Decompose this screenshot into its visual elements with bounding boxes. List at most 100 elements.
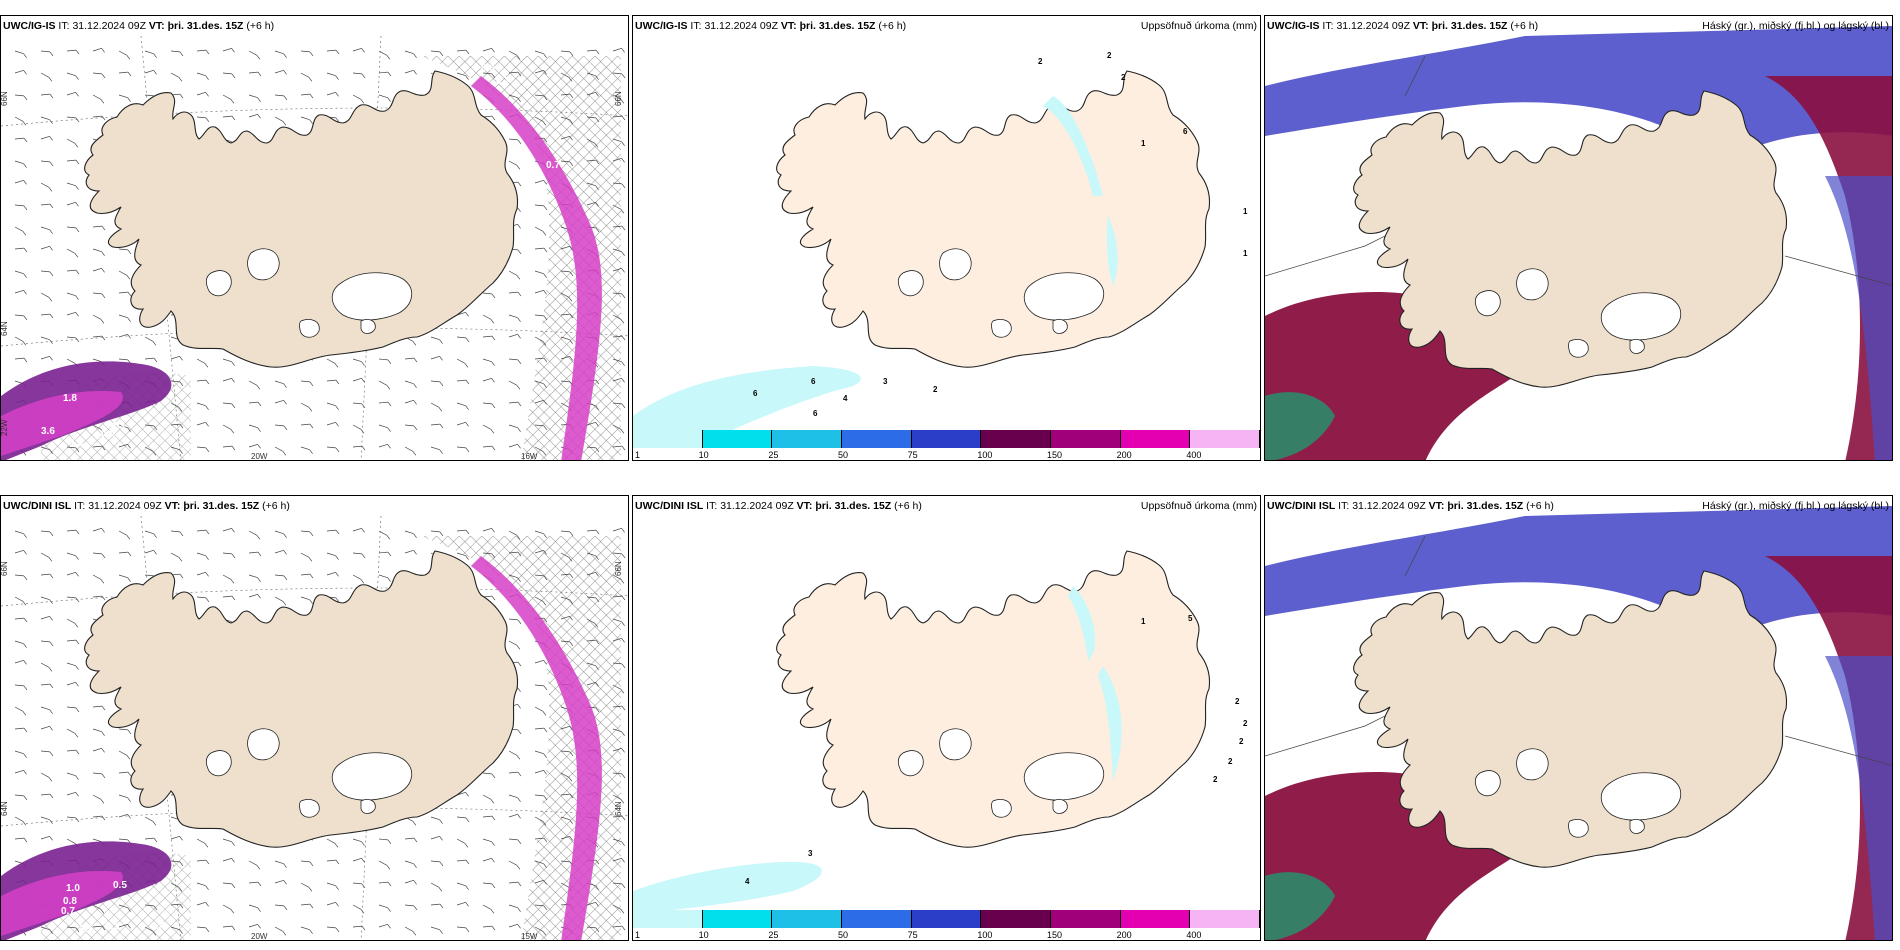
legend-swatch — [772, 430, 842, 448]
glacier — [1568, 339, 1589, 358]
legend-swatch — [842, 430, 912, 448]
precip-area — [633, 366, 861, 434]
glacier — [205, 270, 232, 297]
axis-label: 20W — [251, 452, 268, 461]
legend-tick-label: 1 — [635, 450, 641, 460]
precip-value-label: 2 — [933, 385, 938, 394]
legend-swatch — [1190, 910, 1260, 928]
glacier — [1052, 319, 1068, 334]
legend-tick-label: 10 — [698, 450, 709, 460]
axis-label: 64N — [1, 321, 9, 336]
legend-tick-label: 25 — [768, 930, 779, 940]
panel-precip-top: 2 2 2 6 1 1 1 6 6 4 3 6 2 UWC/IG-IS IT: 31.12.2024 0… — [632, 15, 1261, 461]
precip-value-label: 4 — [745, 877, 750, 886]
legend-swatch — [842, 910, 912, 928]
axis-label: 66N — [1, 561, 9, 576]
glacier — [1516, 748, 1549, 781]
legend-swatch — [911, 430, 982, 448]
legend-swatch — [981, 910, 1051, 928]
precip-value-label: 2 — [1239, 737, 1244, 746]
precip-value-label: 0.5 — [113, 880, 127, 891]
map-precip-top: 2 2 2 6 1 1 1 6 6 4 3 6 2 — [633, 51, 1248, 434]
map-wind-bottom: 1.0 0.80.7 0.5 3.5 2.1 1.4 66N 64N 20W 15W 64N 66N — [1, 515, 628, 941]
precip-legend: 1 10 25 50 75 100 150 200 400 — [633, 430, 1260, 460]
glacier — [991, 319, 1012, 338]
precip-value-label: 1.0 — [66, 883, 80, 894]
precip-value-label: 0.7 — [546, 160, 560, 171]
precip-legend: 1 10 25 50 75 100 150 200 400 — [633, 910, 1260, 940]
panel-wind-bottom: 1.0 0.8 0.7 0.5 3.5 2.1 1.4 66N 64N 20W 15W 64N 66N … — [0, 495, 629, 941]
precip-value-label: 5 — [1188, 614, 1193, 623]
legend-swatch — [911, 910, 982, 928]
glacier — [1568, 819, 1589, 838]
precip-value-label: 3 — [883, 377, 888, 386]
precip-value-label: 2 — [1228, 757, 1233, 766]
precip-band-east — [471, 556, 602, 940]
map-cloud-bottom — [1265, 496, 1892, 940]
glacier — [1629, 819, 1645, 834]
glacier — [1474, 290, 1501, 317]
axis-label: 66N — [614, 91, 623, 106]
precip-value-label: 6 — [753, 389, 758, 398]
legend-tick-label: 75 — [907, 930, 918, 940]
panel-header: UWC/IG-IS IT: 31.12.2024 09Z VT: þri. 31… — [1267, 20, 1539, 32]
legend-tick-label: 150 — [1047, 450, 1063, 460]
precip-value-label: 6 — [813, 409, 818, 418]
panel-cloud-bottom: UWC/DINI ISL IT: 31.12.2024 09Z VT: þri.… — [1264, 495, 1893, 941]
precip-value-label: 2.1 — [105, 921, 119, 932]
precip-value-label: 1 — [1243, 207, 1248, 216]
legend-tick-label: 1 — [635, 930, 641, 940]
legend-tick-label: 200 — [1116, 930, 1132, 940]
legend-tick-label: 100 — [977, 450, 993, 460]
cloud-low — [1265, 872, 1335, 940]
precip-value-label: 2 — [1235, 697, 1240, 706]
panel-header: UWC/IG-IS IT: 31.12.2024 09Z VT: þri. 31… — [635, 20, 907, 32]
precip-value-label: 6.6 — [101, 428, 115, 439]
glacier — [299, 319, 320, 338]
precip-value-label: 3.6 — [41, 426, 55, 437]
axis-label: 22W — [1, 419, 9, 436]
precip-value-label: 0.8 — [63, 896, 77, 907]
precip-value-label: 1 — [1243, 249, 1248, 258]
precip-area — [633, 861, 822, 914]
panel-title: Háský (gr.), miðský (fj.bl.) og lágský (… — [1702, 20, 1889, 32]
panel-title: Uppsöfnuð úrkoma (mm) — [1140, 20, 1257, 32]
axis-label: 66N — [1, 91, 9, 106]
legend-swatch — [702, 910, 773, 928]
precip-value-label: 9.5 — [69, 438, 83, 449]
glacier — [1516, 268, 1549, 301]
axis-label: 64N — [1, 801, 9, 816]
map-cloud-top — [1265, 16, 1892, 460]
precip-value-label: 4 — [843, 394, 848, 403]
glacier — [360, 319, 376, 334]
glacier — [205, 750, 232, 777]
precip-value-label: 1 — [1141, 139, 1146, 148]
precip-value-label: 3 — [808, 849, 813, 858]
legend-swatch — [1190, 430, 1260, 448]
precip-value-label: 2 — [1121, 73, 1126, 82]
precip-value-label: 1.8 — [63, 393, 77, 404]
axis-label: 66N — [614, 561, 623, 576]
panel-wind-top: 0.6 0.7 0.7 1.8 3.6 6.6 4.3 9.5 66N 64N 22W 20W 16W 6… — [0, 15, 629, 461]
glacier — [247, 248, 280, 281]
cloud-high — [1265, 26, 1892, 276]
glacier — [897, 270, 924, 297]
legend-tick-label: 50 — [838, 930, 849, 940]
cloud-high — [1265, 506, 1892, 756]
legend-swatch — [1120, 430, 1191, 448]
precip-value-label: 0.6 — [481, 63, 495, 74]
map-precip-bottom: 1 5 2 2 2 2 2 3 4 — [633, 550, 1248, 914]
legend-tick-label: 150 — [1047, 930, 1063, 940]
glacier — [939, 728, 972, 761]
precip-value-label: 6 — [811, 377, 816, 386]
cloud-low — [1265, 392, 1335, 460]
legend-swatch — [633, 430, 703, 448]
legend-swatch — [981, 430, 1051, 448]
axis-label: 15W — [521, 932, 538, 941]
glacier — [1600, 292, 1681, 341]
legend-swatch — [772, 910, 842, 928]
precip-value-label: 3.5 — [79, 924, 93, 935]
axis-label: 20W — [251, 932, 268, 941]
panel-header: UWC/DINI ISL IT: 31.12.2024 09Z VT: þri.… — [635, 500, 922, 512]
